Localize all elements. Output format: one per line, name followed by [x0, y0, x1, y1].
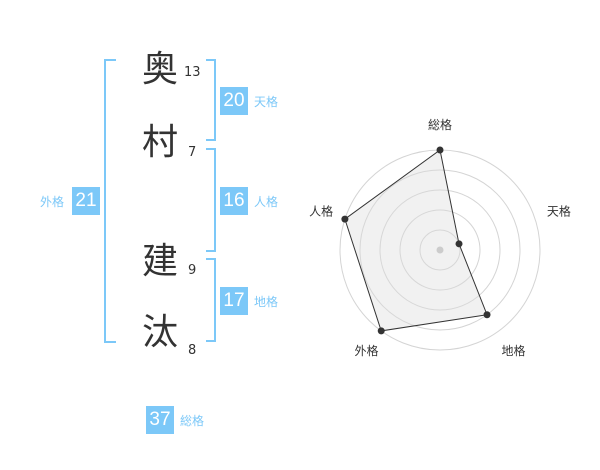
- radar-point: [436, 146, 444, 154]
- tenkaku-bracket: [206, 59, 216, 141]
- radar-axis-label: 外格: [355, 343, 379, 358]
- radar-point: [455, 240, 463, 248]
- name-char-3: 建: [141, 241, 178, 282]
- jinkaku-bracket: [206, 148, 216, 252]
- soukaku-value: 37: [146, 406, 174, 434]
- gaikaku-value: 21: [72, 187, 100, 215]
- name-char-4: 汰: [141, 312, 178, 353]
- radar-center: [436, 246, 444, 254]
- radar-point: [341, 215, 349, 223]
- chikaku-label: 地格: [254, 295, 279, 309]
- chikaku-bracket: [206, 258, 216, 342]
- radar-ring: [419, 229, 461, 271]
- jinkaku-label: 人格: [254, 195, 279, 209]
- name-char-1: 奥: [141, 49, 178, 90]
- radar-axis-label: 人格: [309, 203, 333, 218]
- radar-ring: [379, 189, 501, 311]
- radar-point: [483, 311, 491, 319]
- radar-axis-label: 総格: [428, 117, 452, 132]
- tenkaku-value: 20: [220, 87, 248, 115]
- gaikaku-label: 外格: [40, 195, 65, 209]
- stroke-count-2: 7: [188, 145, 197, 160]
- radar-axis-label: 地格: [501, 343, 525, 358]
- stroke-count-3: 9: [188, 263, 197, 278]
- radar-axis-label: 天格: [547, 203, 571, 218]
- stroke-count-1: 13: [184, 65, 201, 80]
- soukaku-label: 総格: [180, 414, 205, 428]
- radar-point: [377, 327, 385, 335]
- stroke-count-4: 8: [188, 343, 197, 358]
- chikaku-value: 17: [220, 287, 248, 315]
- gaikaku-bracket: [104, 59, 116, 343]
- radar-ring: [399, 209, 481, 291]
- radar-ring: [359, 169, 521, 331]
- radar-area: [344, 149, 488, 332]
- tenkaku-label: 天格: [254, 95, 279, 109]
- name-char-2: 村: [141, 122, 178, 163]
- jinkaku-value: 16: [220, 187, 248, 215]
